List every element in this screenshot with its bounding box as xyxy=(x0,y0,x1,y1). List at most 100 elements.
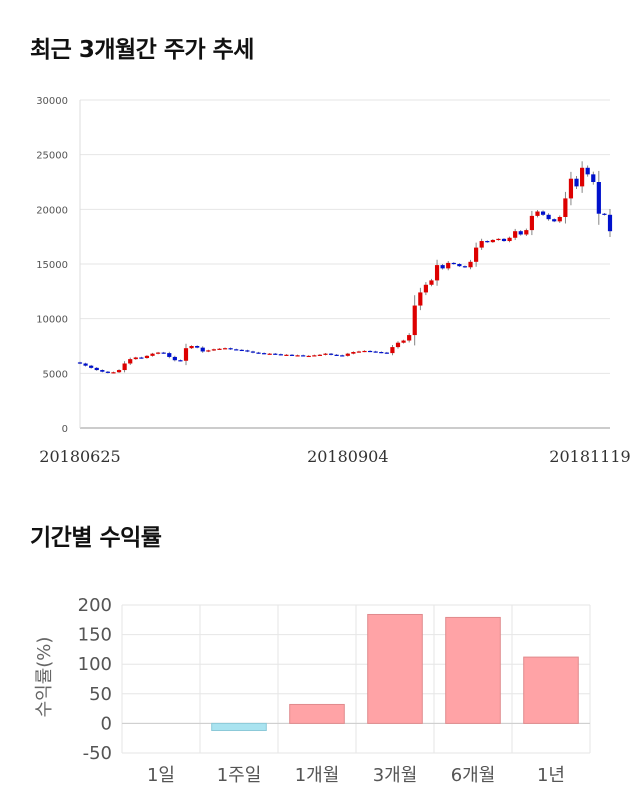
y-tick-label: 10000 xyxy=(36,315,68,326)
candle-body xyxy=(295,355,300,357)
candle-body xyxy=(429,280,434,285)
y-tick-label: 30000 xyxy=(36,96,68,107)
return-bar xyxy=(523,656,579,724)
return-bar xyxy=(289,703,345,724)
candle-body xyxy=(390,347,395,354)
returns-chart-y-ticks: -50 0 50 100 150 200 xyxy=(78,595,112,764)
price-chart-candles xyxy=(77,161,613,374)
candle-body xyxy=(457,264,462,267)
x-tick-label: 20180904 xyxy=(307,447,388,466)
returns-chart-grid xyxy=(121,604,591,754)
candle-body xyxy=(563,198,568,217)
candle-body xyxy=(328,353,334,355)
returns-title: 기간별 수익률 xyxy=(30,525,162,551)
candle-body xyxy=(423,284,428,293)
candle-body xyxy=(161,352,166,354)
candle-body xyxy=(535,211,540,216)
candle-body xyxy=(128,359,133,364)
candle-body xyxy=(596,182,601,214)
candle-body xyxy=(133,357,138,360)
candle-body xyxy=(256,352,261,354)
candle-body xyxy=(479,241,484,248)
candle-body xyxy=(172,356,177,361)
candle-body xyxy=(289,354,295,356)
x-tick-label: 1주일 xyxy=(217,765,262,786)
candle-body xyxy=(574,178,579,187)
candle-body xyxy=(122,363,127,371)
candle-body xyxy=(401,340,406,343)
candle-body xyxy=(206,350,211,352)
candle-body xyxy=(323,353,328,355)
candle-body xyxy=(200,347,205,352)
candle-body xyxy=(412,305,417,336)
candle-body xyxy=(379,352,384,354)
x-tick-label: 1년 xyxy=(537,765,565,786)
candle-body xyxy=(245,350,250,352)
x-tick-label: 20181119 xyxy=(549,447,630,466)
candle-body xyxy=(273,353,278,355)
candle-body xyxy=(568,178,574,199)
x-tick-label: 3개월 xyxy=(373,765,418,786)
candle-body xyxy=(468,261,473,268)
price-trend-title: 최근 3개월간 주가 추세 xyxy=(30,37,254,63)
returns-y-axis-label: 수익률(%) xyxy=(34,637,55,718)
candle-body xyxy=(462,266,468,268)
candle-body xyxy=(557,216,562,222)
candle-body xyxy=(239,349,244,352)
candle-body xyxy=(524,230,529,235)
y-tick-label: 0 xyxy=(62,424,68,435)
candle-body xyxy=(189,346,194,349)
candle-body xyxy=(228,348,233,350)
candle-body xyxy=(434,265,440,281)
candle-body xyxy=(345,353,350,356)
candle-body xyxy=(446,262,451,269)
candle-body xyxy=(83,363,88,366)
candle-body xyxy=(306,355,311,358)
y-tick-label: -50 xyxy=(83,743,112,764)
returns-chart-x-ticks: 1일 1주일 1개월 3개월 6개월 1년 xyxy=(147,765,565,786)
candle-body xyxy=(362,350,367,353)
candle-body xyxy=(334,354,339,356)
candle-body xyxy=(418,292,423,306)
candle-body xyxy=(139,357,144,359)
candle-body xyxy=(105,371,110,373)
x-tick-label: 20180625 xyxy=(39,447,120,466)
candle-body xyxy=(317,354,322,356)
candle-body xyxy=(217,348,222,350)
candle-body xyxy=(395,342,401,348)
y-tick-label: 15000 xyxy=(36,260,68,271)
candle-body xyxy=(474,247,479,262)
candle-body xyxy=(267,353,272,355)
return-bar xyxy=(445,616,501,724)
candle-body xyxy=(518,231,523,235)
candle-body xyxy=(144,355,150,359)
y-tick-label: 50 xyxy=(89,684,112,705)
candle-body xyxy=(278,354,283,356)
candle-body xyxy=(407,335,412,341)
returns-bar-chart: -50 0 50 100 150 200 1일 1주일 1개월 3개월 6개월 1년 수익률(%) xyxy=(34,595,591,786)
candle-body xyxy=(602,213,607,215)
candle-body xyxy=(485,241,490,243)
candle-body xyxy=(440,265,445,269)
candle-body xyxy=(546,214,551,220)
candle-body xyxy=(490,239,495,243)
y-tick-label: 0 xyxy=(101,713,112,734)
candle-body xyxy=(384,352,389,354)
y-tick-label: 20000 xyxy=(36,205,68,216)
candle-body xyxy=(195,346,200,348)
candle-body xyxy=(585,167,590,175)
candle-body xyxy=(301,355,306,357)
candle-body xyxy=(211,349,216,351)
candle-body xyxy=(451,262,456,265)
y-tick-label: 5000 xyxy=(43,369,68,380)
price-chart-y-ticks: 0 5000 10000 15000 20000 25000 30000 xyxy=(36,96,68,435)
candle-body xyxy=(284,354,289,356)
candle-body xyxy=(77,362,83,364)
candle-body xyxy=(156,352,161,354)
candle-body xyxy=(356,351,362,353)
y-tick-label: 100 xyxy=(78,654,112,675)
candle-body xyxy=(591,174,596,182)
x-tick-label: 6개월 xyxy=(451,765,496,786)
candle-body xyxy=(540,211,546,215)
